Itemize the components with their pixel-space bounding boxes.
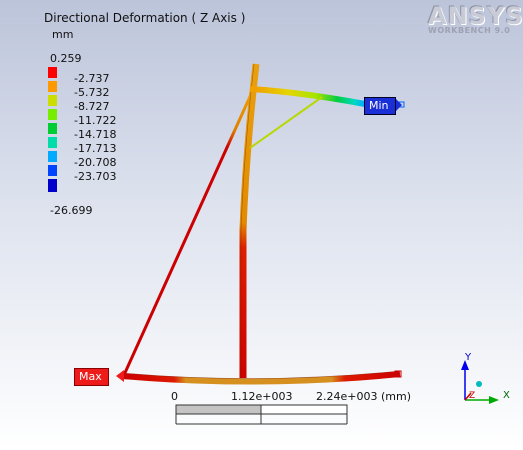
legend-swatch-7 [48,151,57,162]
legend-swatch-1 [48,67,57,78]
top-beam [249,86,366,107]
triad-y-label: Y [464,352,472,363]
scale-start-label: 0 [171,390,178,403]
legend-label-5: -14.718 [74,128,117,141]
scale-bar [175,404,348,425]
max-probe-label: Max [74,368,109,386]
legend-label-3: -8.727 [74,100,110,113]
legend-swatch-4 [48,109,57,120]
workbench-version-logo: WORKBENCH 9.0 [428,26,511,35]
legend-swatch-8 [48,165,57,176]
ansys-logo: ANSYS [428,2,523,30]
legend-label-6: -17.713 [74,142,117,155]
min-probe-label: Min [364,97,396,115]
legend-swatch-3 [48,95,57,106]
left-cable [122,89,255,376]
legend-swatch-5 [48,123,57,134]
base-beam [121,371,401,385]
result-unit: mm [52,28,74,41]
legend-label-7: -20.708 [74,156,117,169]
legend-label-2: -5.732 [74,86,110,99]
legend-label-1: -2.737 [74,72,110,85]
triad-z-label: Z [469,391,475,401]
legend-label-4: -11.722 [74,114,117,127]
mast [239,63,260,378]
scale-mid-label: 1.12e+003 [231,390,293,403]
legend-swatch-6 [48,137,57,148]
legend-swatch-2 [48,81,57,92]
scale-end-label: 2.24e+003 (mm) [316,390,411,403]
legend-swatch-9 [48,179,57,192]
legend-max-value: 0.259 [50,52,82,65]
diagonal-brace [249,96,323,149]
legend-label-8: -23.703 [74,170,117,183]
legend-min-value: -26.699 [50,204,93,217]
result-title: Directional Deformation ( Z Axis ) [44,11,246,25]
triad-x-label: X [503,390,510,401]
coordinate-triad: Y X Z [461,352,510,404]
